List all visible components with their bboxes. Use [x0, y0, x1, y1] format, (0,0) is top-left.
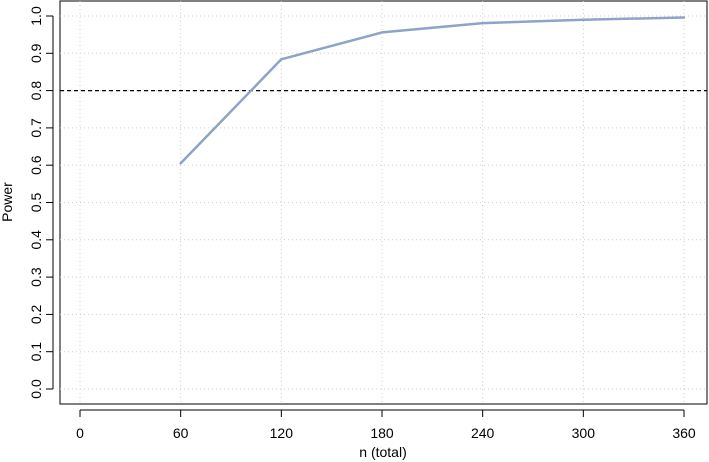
series-layer [179, 16, 686, 165]
y-tick-label: 0.8 [28, 81, 44, 101]
y-tick-label: 0.5 [28, 193, 44, 213]
x-tick-label: 120 [270, 425, 294, 441]
x-axis-label: n (total) [359, 444, 406, 460]
y-tick-label: 0.9 [28, 43, 44, 63]
series-line [179, 16, 686, 165]
y-tick-label: 1.0 [28, 6, 44, 26]
x-tick-label: 360 [672, 425, 696, 441]
y-tick-label: 0.2 [28, 304, 44, 324]
y-tick-label: 0.6 [28, 155, 44, 175]
plot-frame [59, 0, 708, 405]
y-tick-label: 0.7 [28, 118, 44, 138]
x-tick-label: 60 [173, 425, 189, 441]
y-axis-label: Power [0, 182, 15, 222]
grid [60, 1, 707, 404]
y-tick-label: 0.1 [28, 342, 44, 362]
axes: 0 60 120 180 240 300 360 0.0 0.1 0.2 0.3 0.4 0.5 0.6 0… [28, 6, 696, 441]
y-tick-label: 0.0 [28, 379, 44, 399]
y-tick-label: 0.4 [28, 230, 44, 250]
y-tick-label: 0.3 [28, 267, 44, 287]
x-tick-label: 180 [370, 425, 394, 441]
x-tick-label: 300 [572, 425, 596, 441]
x-tick-label: 0 [76, 425, 84, 441]
x-tick-label: 240 [471, 425, 495, 441]
